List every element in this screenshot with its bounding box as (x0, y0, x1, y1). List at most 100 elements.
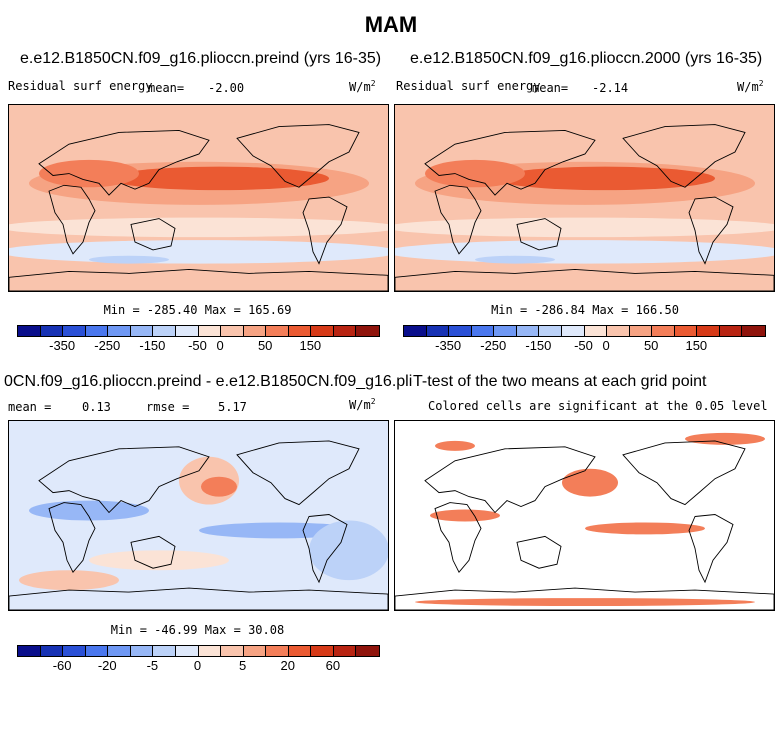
colorbar-swatch (288, 646, 312, 656)
map-coastline (38, 446, 210, 514)
colorbar-swatch (153, 326, 176, 336)
map-field-region (415, 598, 755, 607)
colorbar-swatch (719, 326, 743, 336)
map-field-region (109, 166, 329, 191)
colorbar-swatch (175, 326, 199, 336)
panel3-map (8, 420, 389, 611)
panel4-title: T-test of the two means at each grid poi… (413, 373, 707, 391)
colorbar-swatch (40, 326, 64, 336)
colorbar-swatch (742, 326, 765, 336)
colorbar-tick-label: -150 (139, 338, 166, 353)
colorbar-tick-label: 150 (685, 338, 708, 353)
map-coastline (688, 514, 734, 584)
map-coastline (395, 587, 774, 610)
map-field-region (9, 240, 388, 264)
map-field-region (395, 240, 774, 264)
colorbar-swatch (471, 326, 495, 336)
colorbar-swatch (652, 326, 675, 336)
map-coastline (130, 218, 176, 251)
panel1-colorbar (17, 325, 380, 337)
colorbar-tick-label: 50 (257, 338, 273, 353)
panel3-rmse-label: rmse = (146, 400, 190, 414)
panel1-title: e.e12.B1850CN.f09_g16.plioccn.preind (yr… (20, 50, 382, 67)
colorbar-tick-label: 50 (643, 338, 659, 353)
panel1-units: W/m2 (349, 79, 376, 94)
map-field-region (19, 570, 119, 591)
panel4-subtitle: Colored cells are significant at the 0.0… (428, 399, 768, 413)
colorbar-tick-label: -60 (52, 658, 72, 673)
map-coastline (302, 196, 348, 265)
map-coastline (48, 502, 96, 574)
colorbar-tick-label: -150 (525, 338, 552, 353)
panel1-mean-value: -2.00 (208, 81, 245, 95)
map-coastline (395, 269, 774, 291)
colorbar-swatch (697, 326, 720, 336)
colorbar-swatch (221, 646, 244, 656)
panel1-stats: Min = -285.40 Max = 165.69 (103, 303, 292, 317)
map-field-region (395, 122, 774, 147)
panel2-colorbar (403, 325, 766, 337)
map-coastline (48, 184, 96, 255)
colorbar-swatch (63, 326, 86, 336)
panel4-map (394, 420, 775, 611)
colorbar-tick-label: -50 (574, 338, 593, 353)
panel3-stats: Min = -46.99 Max = 30.08 (110, 623, 285, 637)
colorbar-tick-label: -250 (480, 338, 507, 353)
map-coastline (516, 535, 562, 569)
colorbar-tick-label: 150 (299, 338, 322, 353)
colorbar-swatch (153, 646, 176, 656)
colorbar-tick-label: 0 (602, 338, 610, 353)
map-field-region (435, 440, 475, 451)
map-field-region (475, 255, 555, 264)
panel2-stats: Min = -286.84 Max = 166.50 (491, 303, 679, 317)
map-field-region (29, 500, 149, 521)
map-coastline (424, 130, 596, 196)
colorbar-tick-label: -5 (146, 658, 159, 673)
colorbar-swatch (198, 326, 222, 336)
colorbar-swatch (175, 646, 199, 656)
colorbar-swatch (449, 326, 472, 336)
map-coastline (236, 124, 360, 188)
map-coastline (130, 535, 176, 569)
map-coastline (622, 440, 746, 506)
panel3-mean-value: 0.13 (82, 400, 111, 414)
colorbar-swatch (333, 326, 357, 336)
colorbar-swatch (85, 646, 109, 656)
map-coastline (688, 196, 734, 265)
panel2-mean-value: -2.14 (592, 81, 629, 95)
colorbar-swatch (40, 646, 64, 656)
map-coastline (9, 269, 388, 291)
map-field-region (562, 468, 618, 497)
colorbar-swatch (266, 646, 289, 656)
colorbar-swatch (629, 326, 653, 336)
colorbar-swatch (404, 326, 427, 336)
colorbar-tick-label: -350 (49, 338, 76, 353)
map-coastline (302, 514, 348, 584)
map-coastline (424, 446, 596, 514)
colorbar-tick-label: 0 (216, 338, 224, 353)
colorbar-swatch (266, 326, 289, 336)
colorbar-tick-label: -50 (188, 338, 207, 353)
panel2-units: W/m2 (737, 79, 764, 94)
colorbar-swatch (108, 646, 131, 656)
colorbar-swatch (130, 326, 154, 336)
map-field-region (430, 509, 500, 522)
colorbar-swatch (130, 646, 154, 656)
colorbar-swatch (311, 646, 334, 656)
colorbar-tick-label: -350 (435, 338, 462, 353)
colorbar-swatch (426, 326, 450, 336)
panel2-map (394, 104, 775, 292)
colorbar-swatch (18, 646, 41, 656)
colorbar-swatch (494, 326, 517, 336)
colorbar-swatch (356, 326, 379, 336)
panel3-title: 0CN.f09_g16.plioccn.preind - e.e12.B1850… (4, 373, 487, 390)
map-field-region (89, 255, 169, 264)
panel3-colorbar (17, 645, 380, 657)
map-coastline (38, 130, 210, 196)
main-title: MAM (364, 12, 418, 37)
colorbar-swatch (243, 326, 267, 336)
colorbar-tick-label: 0 (193, 658, 202, 673)
colorbar-swatch (356, 646, 379, 656)
colorbar-swatch (561, 326, 585, 336)
colorbar-swatch (333, 646, 357, 656)
